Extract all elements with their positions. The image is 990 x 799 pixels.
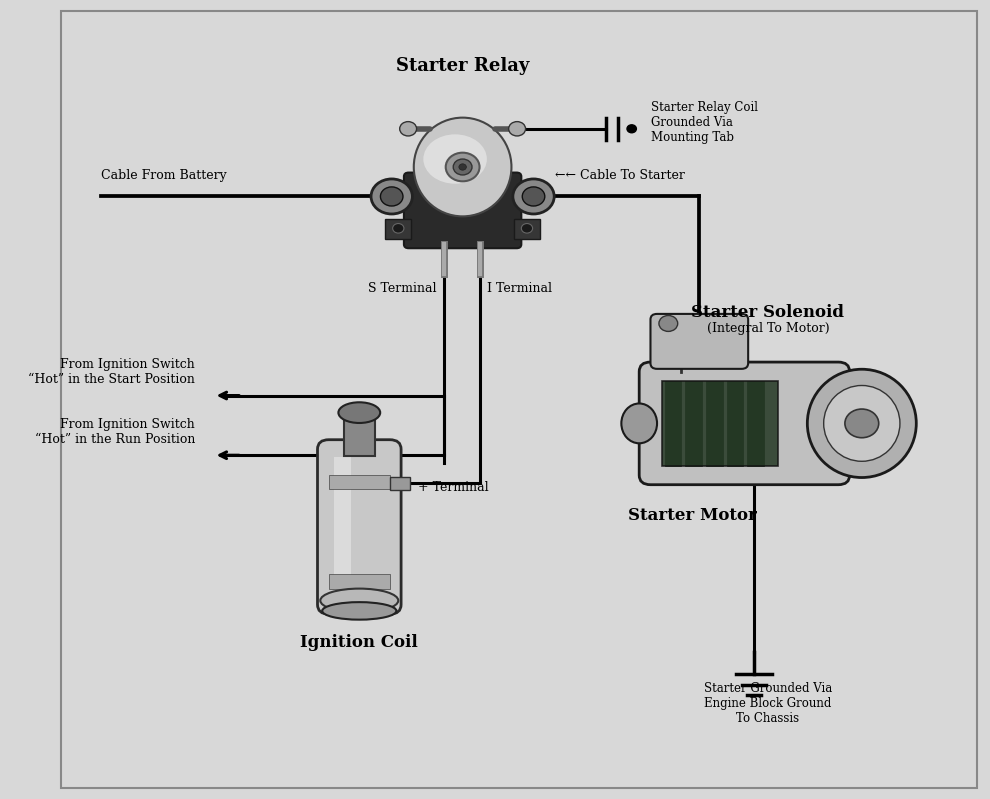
Circle shape bbox=[522, 224, 533, 233]
Circle shape bbox=[393, 224, 404, 233]
Circle shape bbox=[400, 121, 417, 136]
Circle shape bbox=[627, 125, 637, 133]
Text: Cable From Battery: Cable From Battery bbox=[101, 169, 227, 182]
Circle shape bbox=[380, 187, 403, 206]
Circle shape bbox=[523, 187, 544, 206]
Text: + Terminal: + Terminal bbox=[418, 481, 489, 494]
Text: I Terminal: I Terminal bbox=[487, 283, 552, 296]
Text: Starter Relay: Starter Relay bbox=[396, 57, 530, 74]
Ellipse shape bbox=[807, 369, 917, 478]
Ellipse shape bbox=[622, 403, 657, 443]
Bar bbox=[329, 475, 390, 489]
Bar bbox=[329, 574, 390, 589]
Bar bbox=[385, 219, 412, 239]
Circle shape bbox=[844, 409, 879, 438]
Bar bbox=[345, 414, 374, 455]
Circle shape bbox=[509, 121, 526, 136]
Bar bbox=[664, 381, 681, 466]
Bar bbox=[661, 381, 778, 466]
Bar bbox=[747, 381, 764, 466]
Text: Starter Motor: Starter Motor bbox=[629, 507, 757, 524]
Circle shape bbox=[659, 316, 678, 332]
Text: Starter Solenoid: Starter Solenoid bbox=[691, 304, 844, 321]
Ellipse shape bbox=[321, 589, 398, 613]
Text: ←← Cable To Starter: ←← Cable To Starter bbox=[555, 169, 685, 182]
Text: Ignition Coil: Ignition Coil bbox=[300, 634, 418, 651]
Ellipse shape bbox=[414, 117, 512, 217]
Bar bbox=[727, 381, 743, 466]
Text: From Ignition Switch
“Hot” in the Start Position: From Ignition Switch “Hot” in the Start … bbox=[28, 358, 195, 386]
Bar bbox=[335, 457, 351, 597]
Text: From Ignition Switch
“Hot” in the Run Position: From Ignition Switch “Hot” in the Run Po… bbox=[35, 418, 195, 446]
Circle shape bbox=[371, 179, 413, 214]
Ellipse shape bbox=[339, 402, 380, 423]
Circle shape bbox=[458, 164, 466, 170]
FancyBboxPatch shape bbox=[640, 362, 849, 485]
Text: (Integral To Motor): (Integral To Motor) bbox=[707, 322, 830, 336]
FancyBboxPatch shape bbox=[650, 314, 748, 369]
Text: Starter Grounded Via
Engine Block Ground
To Chassis: Starter Grounded Via Engine Block Ground… bbox=[704, 682, 832, 725]
Circle shape bbox=[446, 153, 479, 181]
Bar bbox=[685, 381, 702, 466]
Circle shape bbox=[513, 179, 554, 214]
Circle shape bbox=[453, 159, 472, 175]
Bar bbox=[514, 219, 541, 239]
Ellipse shape bbox=[824, 385, 900, 461]
Text: Starter Relay Coil
Grounded Via
Mounting Tab: Starter Relay Coil Grounded Via Mounting… bbox=[651, 101, 758, 144]
Ellipse shape bbox=[424, 134, 487, 184]
Bar bbox=[706, 381, 723, 466]
FancyBboxPatch shape bbox=[318, 439, 401, 614]
FancyBboxPatch shape bbox=[404, 173, 522, 248]
Ellipse shape bbox=[322, 602, 396, 620]
Bar bbox=[390, 477, 411, 490]
Text: S Terminal: S Terminal bbox=[368, 283, 437, 296]
